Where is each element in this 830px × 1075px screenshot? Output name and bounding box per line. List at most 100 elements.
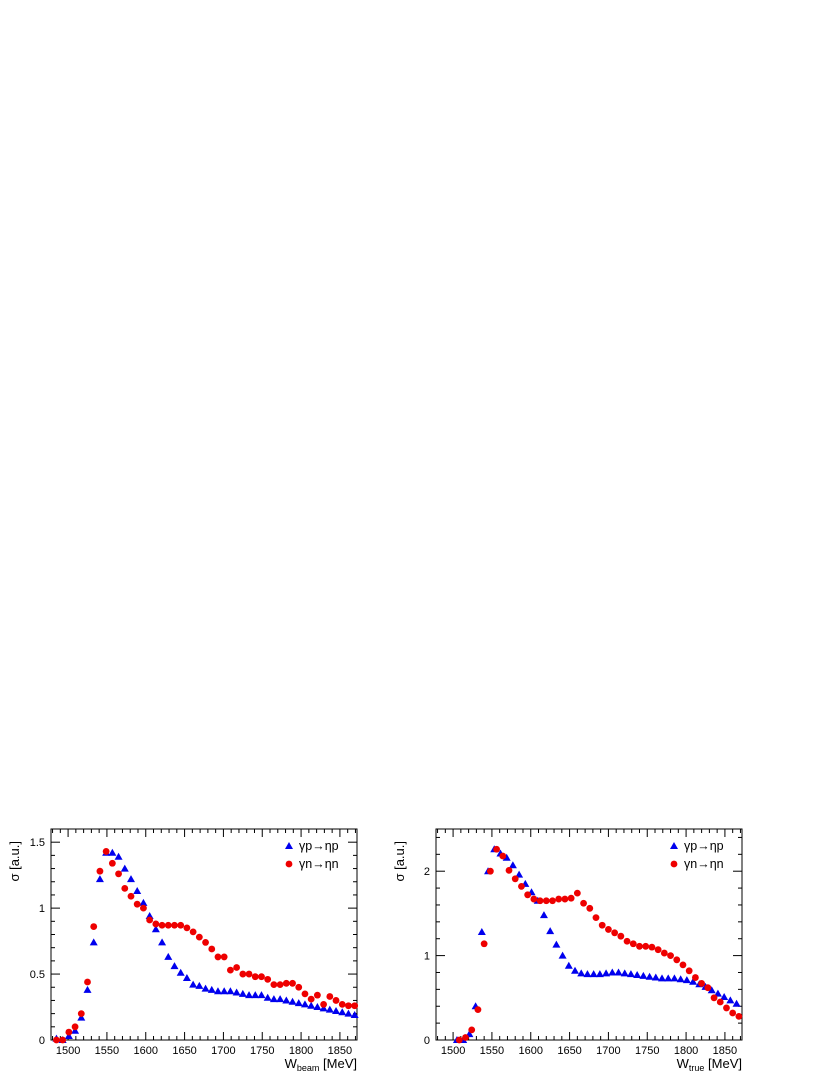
y-tick-label: 1.5 xyxy=(30,837,45,849)
data-point-gn-etan xyxy=(177,921,185,929)
data-point-gn-etan xyxy=(555,895,563,903)
data-point-gn-etan xyxy=(667,952,674,959)
data-point-gn-etan xyxy=(480,940,488,948)
data-point-gp-etap xyxy=(108,848,117,856)
legend-label-gp-etap: γp→ηp xyxy=(299,839,339,853)
data-point-gn-etan xyxy=(542,897,550,905)
data-point-gp-etap xyxy=(589,970,598,978)
data-point-gp-etap xyxy=(539,911,548,919)
data-point-gp-etap xyxy=(189,980,198,988)
data-point-gn-etan xyxy=(158,921,166,929)
data-point-gp-etap xyxy=(182,974,191,982)
data-point-gn-etan xyxy=(313,991,321,999)
data-point-gn-etan xyxy=(345,1002,352,1010)
data-point-gn-etan xyxy=(258,973,265,981)
data-point-gn-etan xyxy=(623,937,631,945)
data-point-gn-etan xyxy=(65,1028,73,1036)
data-point-gn-etan xyxy=(493,845,500,853)
data-point-gp-etap xyxy=(515,870,524,878)
data-point-gp-etap xyxy=(300,1000,309,1008)
data-point-gn-etan xyxy=(227,966,234,974)
data-point-gp-etap xyxy=(232,988,241,996)
data-point-gn-etan xyxy=(59,1036,67,1044)
y-axis-label: σ [a.u.] xyxy=(7,841,22,882)
legend: γp→ηp γn→ηn xyxy=(670,839,724,871)
data-point-gn-etan xyxy=(611,929,619,937)
data-point-gn-etan xyxy=(561,895,569,903)
data-point-gp-etap xyxy=(546,927,555,935)
data-point-gn-etan xyxy=(629,940,637,948)
data-point-gp-etap xyxy=(338,1008,347,1016)
data-point-gp-etap xyxy=(213,987,222,995)
x-tick-label: 1800 xyxy=(674,1045,698,1057)
data-point-gp-etap xyxy=(251,991,260,999)
data-point-gn-etan xyxy=(592,914,600,922)
data-point-gp-etap xyxy=(126,875,135,883)
data-point-gn-etan xyxy=(233,964,241,971)
x-tick-label: 1750 xyxy=(250,1045,274,1057)
data-point-gp-etap xyxy=(670,974,679,982)
data-point-gn-etan xyxy=(617,932,625,940)
data-point-gn-etan xyxy=(270,981,278,989)
data-point-gn-etan xyxy=(654,946,662,954)
data-point-gn-etan xyxy=(320,1000,328,1008)
data-point-gp-etap xyxy=(639,971,648,979)
data-point-gn-etan xyxy=(84,978,91,986)
data-point-gn-etan xyxy=(530,895,538,903)
data-point-gp-etap xyxy=(583,970,592,978)
data-point-gn-etan xyxy=(710,994,718,1002)
data-point-gp-etap xyxy=(89,938,98,946)
y-tick-label: 2 xyxy=(424,866,430,878)
data-point-gp-etap xyxy=(658,974,667,982)
data-point-gp-etap xyxy=(508,861,517,869)
data-point-gp-etap xyxy=(263,993,272,1001)
legend-marker-gn-etan xyxy=(670,860,678,868)
y-axis-label: σ [a.u.] xyxy=(392,841,407,882)
data-point-gp-etap xyxy=(170,962,179,970)
data-point-gn-etan xyxy=(474,1006,482,1014)
data-point-gp-etap xyxy=(713,989,722,997)
data-point-gp-etap xyxy=(269,995,278,1003)
y-tick-label: 0.5 xyxy=(30,969,45,981)
data-point-gn-etan xyxy=(202,939,209,946)
data-point-gn-etan xyxy=(673,956,681,964)
data-point-gn-etan xyxy=(251,973,259,981)
data-point-gp-etap xyxy=(307,1001,316,1009)
data-point-gp-etap xyxy=(558,951,567,959)
data-point-gn-etan xyxy=(598,921,606,929)
data-point-gn-etan xyxy=(326,993,334,1000)
data-point-gp-etap xyxy=(676,975,685,983)
data-point-gp-etap xyxy=(577,969,586,977)
data-point-gp-etap xyxy=(350,1010,359,1018)
data-point-gn-etan xyxy=(295,983,303,991)
data-point-gn-etan xyxy=(660,949,668,957)
data-point-gp-etap xyxy=(120,864,129,872)
data-point-gp-etap xyxy=(571,966,580,974)
data-point-gp-etap xyxy=(477,927,486,935)
legend-label-gp-etap: γp→ηp xyxy=(684,839,724,853)
data-point-gn-etan xyxy=(208,945,216,953)
data-point-gn-etan xyxy=(171,921,178,929)
data-point-gp-etap xyxy=(325,1005,334,1013)
chart-panel-beam: 1500 1550 1600 1650 1700 1750 1800 1850 0 0.5 1 1.5… xyxy=(7,828,359,1073)
data-point-gn-etan xyxy=(716,998,724,1006)
data-point-gp-etap xyxy=(64,1032,73,1040)
data-point-gn-etan xyxy=(301,990,309,998)
data-point-gn-etan xyxy=(133,900,141,908)
data-point-gp-etap xyxy=(664,974,673,982)
data-point-gn-etan xyxy=(115,870,122,878)
data-point-gn-etan xyxy=(338,1000,346,1008)
data-point-gp-etap xyxy=(732,999,741,1007)
data-point-gn-etan xyxy=(195,933,203,941)
data-point-gn-etan xyxy=(735,1012,743,1020)
data-point-gp-etap xyxy=(158,938,167,946)
x-tick-label: 1500 xyxy=(441,1045,465,1057)
data-point-gn-etan xyxy=(96,867,104,875)
legend-marker-gp-etap xyxy=(670,842,678,849)
x-tick-label: 1650 xyxy=(172,1045,196,1057)
data-point-gp-etap xyxy=(645,972,654,980)
data-point-gp-etap xyxy=(245,991,254,999)
data-point-gn-etan xyxy=(549,897,556,905)
data-point-gn-etan xyxy=(239,970,247,978)
data-point-gn-etan xyxy=(704,984,712,992)
